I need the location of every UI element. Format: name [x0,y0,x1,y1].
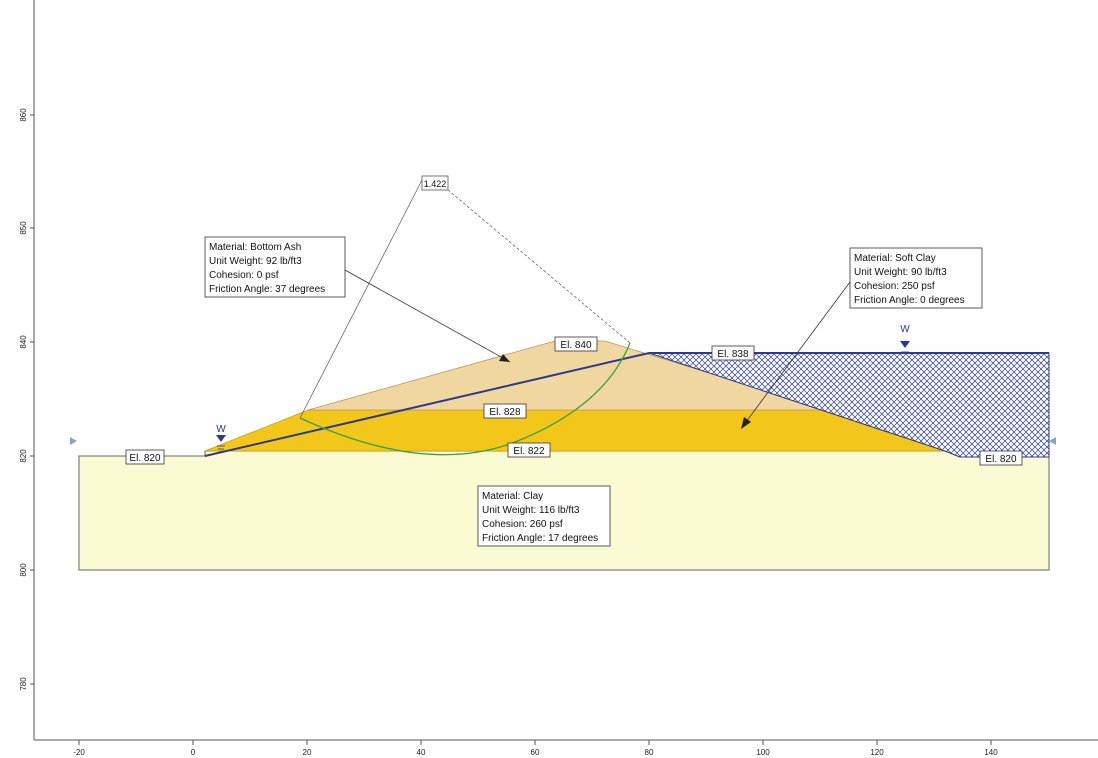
elevation-text: El. 820 [129,453,161,464]
x-tick-label: 40 [417,748,426,757]
elevation-text: El. 840 [560,340,592,351]
material-unit-weight: Unit Weight: 92 lb/ft3 [209,256,302,267]
right-boundary-marker [1049,437,1056,445]
material-cohesion: Cohesion: 260 psf [482,519,563,530]
x-tick-label: 60 [531,748,540,757]
material-name: Material: Soft Clay [854,253,936,264]
soft-clay-callout: Material: Soft Clay Unit Weight: 90 lb/f… [849,247,983,309]
material-friction-angle: Friction Angle: 0 degrees [854,295,965,306]
x-tick-label: 0 [191,748,196,757]
elevation-label-820-left: El. 820 [125,449,165,465]
water-marker-label: W [900,324,910,335]
y-tick-label: 840 [19,335,28,349]
x-tick-label: 100 [756,748,770,757]
water-marker-label: W [216,424,226,435]
material-name: Material: Bottom Ash [209,242,301,253]
slip-surface [299,342,631,456]
x-axis-ticks: -20 0 20 40 60 80 100 120 140 [73,740,998,757]
x-tick-label: 140 [984,748,998,757]
y-tick-label: 860 [19,108,28,122]
x-tick-label: 120 [870,748,884,757]
bottom-ash-leader [344,269,511,363]
material-friction-angle: Friction Angle: 37 degrees [209,284,325,295]
elevation-label-840: El. 840 [554,336,598,352]
clay-callout: Material: Clay Unit Weight: 116 lb/ft3 C… [477,485,611,547]
elevation-text: El. 822 [513,446,545,457]
soft-clay-leader [742,281,851,427]
factor-of-safety-value: 1.422 [424,179,447,189]
factor-of-safety-box: 1.422 [421,175,449,191]
y-tick-label: 820 [19,449,28,463]
elevation-text: El. 828 [489,407,521,418]
y-axis-ticks: 860 850 840 820 800 780 [19,108,34,691]
x-tick-label: 20 [303,748,312,757]
y-tick-label: 800 [19,563,28,577]
material-friction-angle: Friction Angle: 17 degrees [482,533,598,544]
slip-radius-left [299,179,423,419]
phreatic-line [204,352,1049,457]
y-tick-label: 780 [19,677,28,691]
water-triangle-icon [216,435,226,442]
arrowhead-icon [499,354,510,362]
material-cohesion: Cohesion: 250 psf [854,281,935,292]
elevation-label-822: El. 822 [507,442,551,458]
bottom-ash-layer [307,340,831,411]
left-boundary-marker [70,437,77,445]
bottom-ash-callout: Material: Bottom Ash Unit Weight: 92 lb/… [204,236,346,298]
elevation-label-828: El. 828 [483,403,527,419]
material-cohesion: Cohesion: 0 psf [209,270,279,281]
x-tick-label: -20 [73,748,85,757]
material-unit-weight: Unit Weight: 116 lb/ft3 [482,505,580,516]
x-tick-label: 80 [645,748,654,757]
water-marker-right: W [900,324,910,353]
water-marker-left: W [216,424,226,450]
water-triangle-icon [900,341,910,348]
elevation-label-838: El. 838 [711,345,755,361]
elevation-text: El. 838 [717,349,749,360]
y-tick-label: 850 [19,221,28,235]
material-unit-weight: Unit Weight: 90 lb/ft3 [854,267,947,278]
elevation-label-820-right: El. 820 [979,450,1023,466]
arrowhead-icon [741,417,751,429]
slip-radius-right [447,189,631,344]
elevation-text: El. 820 [985,454,1017,465]
material-name: Material: Clay [482,491,543,502]
